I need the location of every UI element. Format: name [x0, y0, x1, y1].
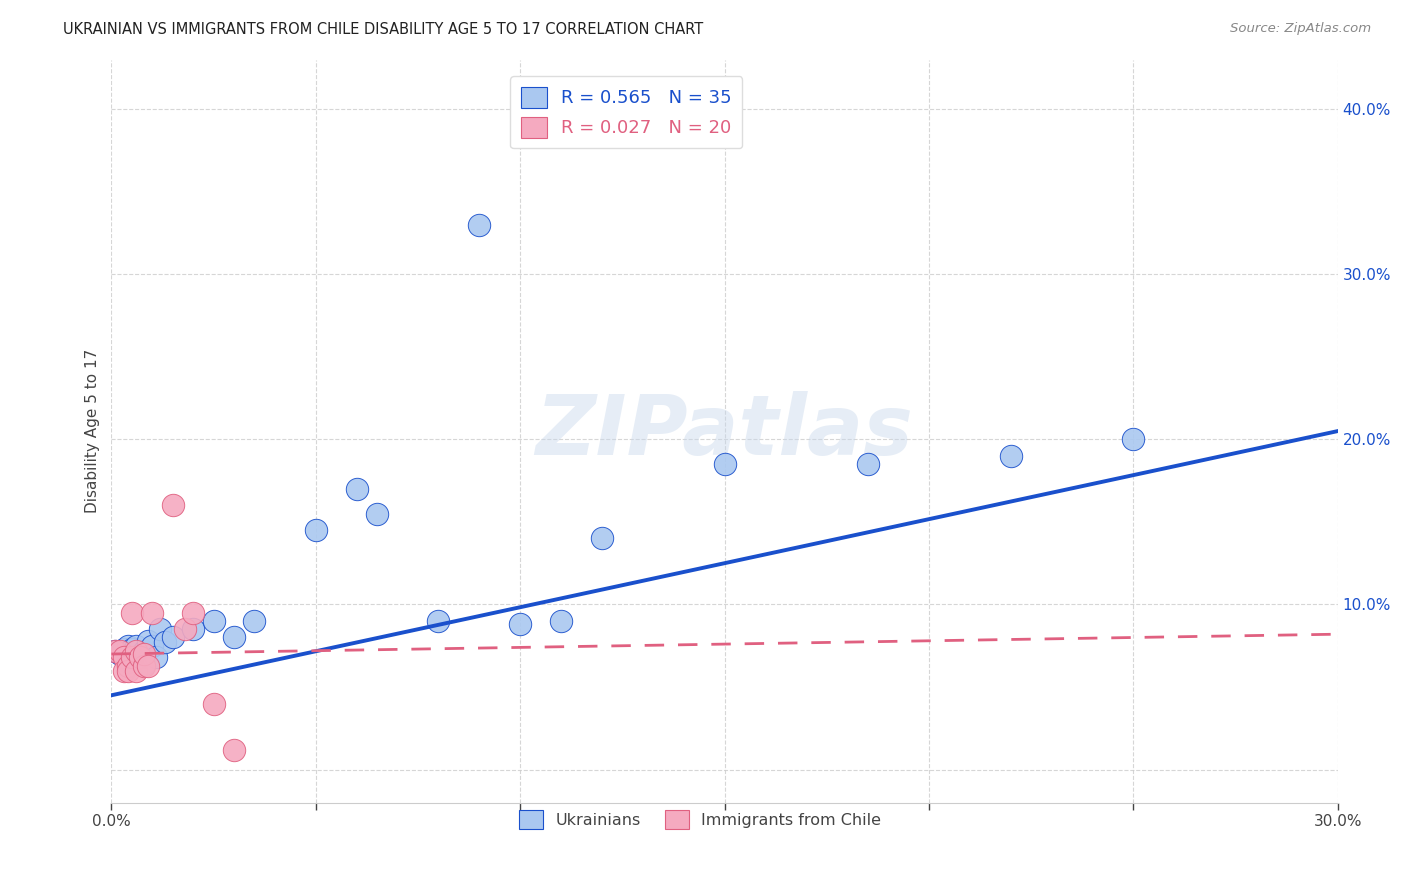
Point [112, 664, 135, 678]
Point [136, 658, 159, 673]
Point [202, 697, 225, 711]
Point [181, 622, 204, 636]
Point [121, 642, 143, 657]
Text: ZIPatlas: ZIPatlas [536, 391, 914, 472]
Point [162, 499, 184, 513]
Point [136, 633, 159, 648]
Point [713, 457, 735, 471]
Point [162, 631, 184, 645]
Point [112, 650, 135, 665]
Point [856, 457, 879, 471]
Point [145, 650, 167, 665]
Point [202, 614, 225, 628]
Point [125, 664, 148, 678]
Point [591, 532, 613, 546]
Point [346, 482, 368, 496]
Point [117, 664, 139, 678]
Point [222, 631, 245, 645]
Point [427, 614, 450, 628]
Point [104, 643, 127, 657]
Point [132, 657, 155, 671]
Point [121, 606, 143, 620]
Point [550, 614, 572, 628]
Point [141, 639, 163, 653]
Point [222, 743, 245, 757]
Point [129, 650, 152, 665]
Point [141, 606, 163, 620]
Point [468, 218, 491, 232]
Point [125, 639, 148, 653]
Text: Source: ZipAtlas.com: Source: ZipAtlas.com [1230, 22, 1371, 36]
Point [132, 658, 155, 673]
Point [117, 655, 139, 669]
Point [132, 647, 155, 661]
Point [509, 617, 531, 632]
Point [366, 507, 388, 521]
Text: UKRAINIAN VS IMMIGRANTS FROM CHILE DISABILITY AGE 5 TO 17 CORRELATION CHART: UKRAINIAN VS IMMIGRANTS FROM CHILE DISAB… [63, 22, 703, 37]
Point [121, 650, 143, 665]
Point [1122, 433, 1144, 447]
Point [108, 643, 131, 657]
Point [121, 647, 143, 661]
Point [174, 622, 197, 636]
Point [305, 523, 328, 537]
Point [129, 650, 152, 665]
Point [104, 643, 127, 657]
Point [149, 622, 172, 636]
Point [112, 650, 135, 665]
Point [117, 658, 139, 673]
Point [117, 639, 139, 653]
Point [112, 642, 135, 657]
Point [125, 652, 148, 666]
Y-axis label: Disability Age 5 to 17: Disability Age 5 to 17 [86, 349, 100, 513]
Point [243, 614, 266, 628]
Point [125, 643, 148, 657]
Point [108, 647, 131, 661]
Point [181, 606, 204, 620]
Point [1000, 449, 1022, 463]
Legend: Ukrainians, Immigrants from Chile: Ukrainians, Immigrants from Chile [512, 803, 887, 836]
Point [153, 635, 176, 649]
Point [132, 643, 155, 657]
